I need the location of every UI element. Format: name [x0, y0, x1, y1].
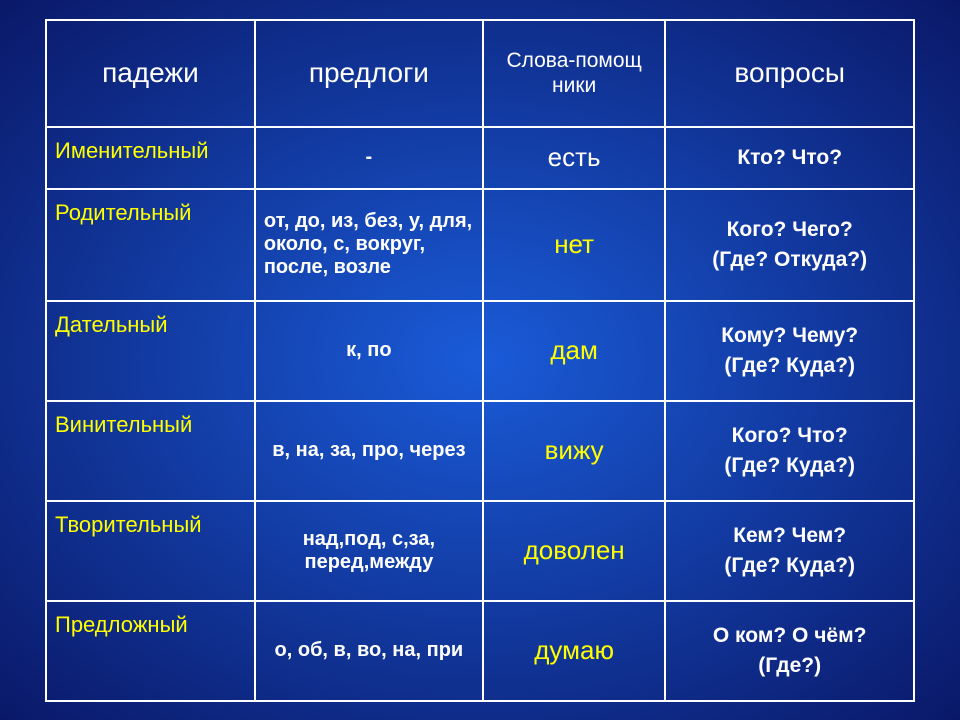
prepositions-cell: над,под, с,за, перед,между: [255, 501, 483, 601]
prepositions-cell: -: [255, 127, 483, 189]
questions-sub: (Где? Откуда?): [712, 248, 867, 271]
case-name: Предложный: [46, 601, 255, 701]
cases-table: падежи предлоги Слова-помощ ники вопросы…: [45, 19, 915, 702]
questions-sub: (Где? Куда?): [724, 354, 855, 377]
helper-cell: думаю: [483, 601, 665, 701]
questions-main: О ком? О чём?: [713, 624, 867, 647]
questions-cell: Кем? Чем? (Где? Куда?): [665, 501, 914, 601]
case-name: Творительный: [46, 501, 255, 601]
case-name: Именительный: [46, 127, 255, 189]
case-name: Дательный: [46, 301, 255, 401]
questions-cell: Кому? Чему? (Где? Куда?): [665, 301, 914, 401]
questions-main: Кого? Что?: [732, 424, 848, 447]
questions-sub: (Где?): [758, 654, 821, 677]
helper-cell: дам: [483, 301, 665, 401]
helper-cell: нет: [483, 189, 665, 301]
questions-cell: Кого? Что? (Где? Куда?): [665, 401, 914, 501]
header-row: падежи предлоги Слова-помощ ники вопросы: [46, 20, 914, 127]
helper-cell: вижу: [483, 401, 665, 501]
header-prepositions: предлоги: [255, 20, 483, 127]
header-helpers: Слова-помощ ники: [483, 20, 665, 127]
table-row: Винительный в, на, за, про, через вижу К…: [46, 401, 914, 501]
questions-cell: Кто? Что?: [665, 127, 914, 189]
questions-main: Кого? Чего?: [727, 218, 853, 241]
table-row: Родительный от, до, из, без, у, для, око…: [46, 189, 914, 301]
table-row: Дательный к, по дам Кому? Чему? (Где? Ку…: [46, 301, 914, 401]
helper-cell: доволен: [483, 501, 665, 601]
questions-sub: (Где? Куда?): [724, 554, 855, 577]
questions-cell: Кого? Чего? (Где? Откуда?): [665, 189, 914, 301]
questions-main: Кому? Чему?: [721, 324, 858, 347]
questions-sub: (Где? Куда?): [724, 454, 855, 477]
prepositions-cell: от, до, из, без, у, для, около, с, вокру…: [255, 189, 483, 301]
helper-cell: есть: [483, 127, 665, 189]
case-name: Родительный: [46, 189, 255, 301]
prepositions-cell: в, на, за, про, через: [255, 401, 483, 501]
questions-cell: О ком? О чём? (Где?): [665, 601, 914, 701]
prepositions-cell: к, по: [255, 301, 483, 401]
header-cases: падежи: [46, 20, 255, 127]
table-row: Творительный над,под, с,за, перед,между …: [46, 501, 914, 601]
table-row: Именительный - есть Кто? Что?: [46, 127, 914, 189]
table-row: Предложный о, об, в, во, на, при думаю О…: [46, 601, 914, 701]
case-name: Винительный: [46, 401, 255, 501]
header-questions: вопросы: [665, 20, 914, 127]
prepositions-cell: о, об, в, во, на, при: [255, 601, 483, 701]
questions-main: Кем? Чем?: [733, 524, 846, 547]
